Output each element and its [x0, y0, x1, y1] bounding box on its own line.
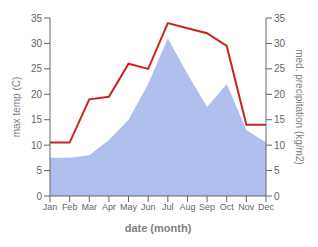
svg-text:med. precipitation (kg/m2): med. precipitation (kg/m2)	[294, 49, 305, 165]
svg-text:Oct: Oct	[220, 202, 235, 212]
svg-text:10: 10	[274, 140, 286, 151]
svg-text:Nov: Nov	[238, 202, 255, 212]
svg-text:May: May	[120, 202, 138, 212]
svg-text:5: 5	[36, 165, 42, 176]
svg-text:25: 25	[274, 63, 286, 74]
svg-text:Sep: Sep	[199, 202, 215, 212]
svg-text:Jun: Jun	[141, 202, 156, 212]
svg-text:Feb: Feb	[62, 202, 78, 212]
svg-text:Jan: Jan	[43, 202, 58, 212]
svg-text:20: 20	[31, 89, 43, 100]
svg-text:Apr: Apr	[102, 202, 116, 212]
svg-text:35: 35	[274, 13, 286, 24]
svg-text:Jul: Jul	[162, 202, 174, 212]
svg-text:Aug: Aug	[179, 202, 195, 212]
svg-text:Mar: Mar	[82, 202, 98, 212]
svg-text:20: 20	[274, 89, 286, 100]
svg-text:5: 5	[274, 165, 280, 176]
svg-text:15: 15	[274, 114, 286, 125]
svg-text:35: 35	[31, 13, 43, 24]
svg-text:15: 15	[31, 114, 43, 125]
svg-text:max temp (C): max temp (C)	[11, 77, 22, 138]
svg-text:10: 10	[31, 140, 43, 151]
svg-text:Dec: Dec	[258, 202, 275, 212]
svg-text:25: 25	[31, 63, 43, 74]
svg-text:30: 30	[31, 38, 43, 49]
svg-text:30: 30	[274, 38, 286, 49]
svg-text:date (month): date (month)	[125, 222, 192, 234]
svg-text:0: 0	[36, 191, 42, 202]
svg-text:0: 0	[274, 191, 280, 202]
